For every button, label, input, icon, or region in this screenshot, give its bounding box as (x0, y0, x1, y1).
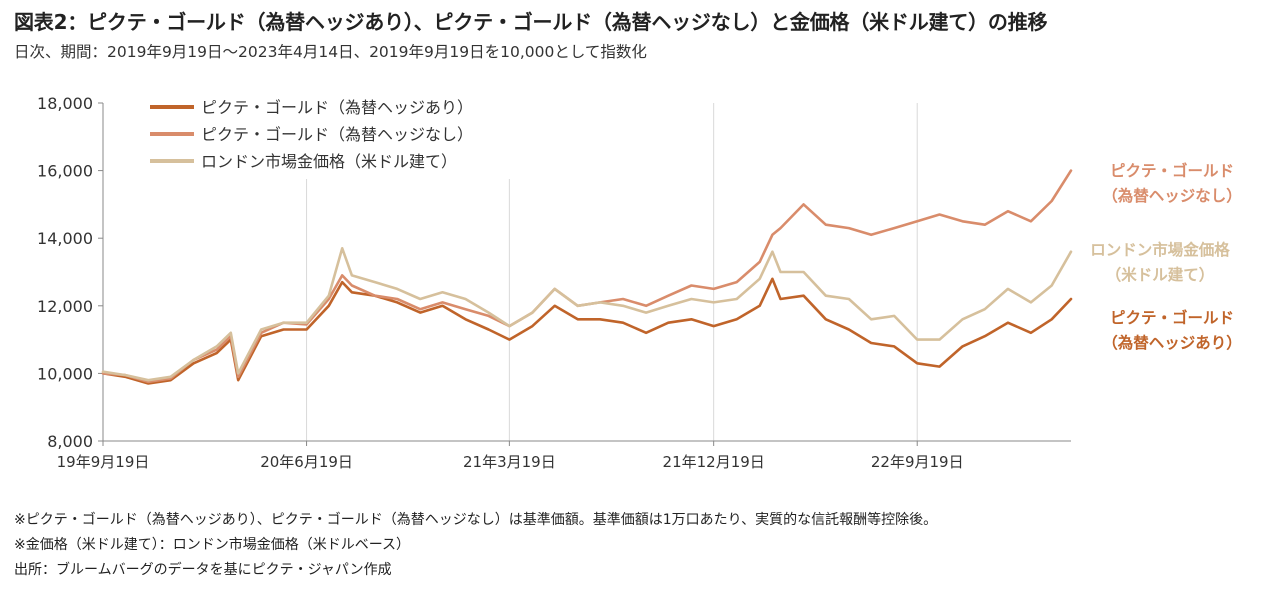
x-tick-label: 20年6月19日 (260, 453, 353, 471)
y-tick-label: 8,000 (47, 432, 93, 451)
series-line-unhedged (101, 169, 1073, 384)
footnotes: ※ピクテ・ゴールド（為替ヘッジあり）、ピクテ・ゴールド（為替ヘッジなし）は基準価… (14, 508, 937, 583)
x-tick-label: 21年3月19日 (463, 453, 556, 471)
legend-label-hedged: ピクテ・ゴールド（為替ヘッジあり） (201, 98, 473, 117)
legend-label-unhedged: ピクテ・ゴールド（為替ヘッジなし） (201, 125, 473, 144)
legend-background (142, 94, 517, 179)
legend-label-gold-price: ロンドン市場金価格（米ドル建て） (201, 152, 457, 171)
x-tick-label: 21年12月19日 (663, 453, 765, 471)
gold-price-line-chart: 19年9月19日 20年6月19日 21年3月19日 21年12月19日 22年9月19… (37, 94, 1242, 471)
end-label-unhedged: （為替ヘッジなし） (1102, 186, 1242, 205)
end-label-unhedged: ピクテ・ゴールド (1110, 161, 1234, 180)
y-tick-label: 12,000 (37, 297, 93, 316)
end-label-hedged: （為替ヘッジあり） (1102, 333, 1242, 352)
x-tick-label: 19年9月19日 (57, 453, 150, 471)
chart-title: 図表2：ピクテ・ゴールド（為替ヘッジあり）、ピクテ・ゴールド（為替ヘッジなし）と… (14, 10, 1048, 34)
y-tick-label: 18,000 (37, 94, 93, 113)
y-tick-label: 16,000 (37, 162, 93, 181)
y-tick-label: 14,000 (37, 229, 93, 248)
end-label-gold-price: （米ドル建て） (1106, 265, 1215, 284)
footnote-nav: ※ピクテ・ゴールド（為替ヘッジあり）、ピクテ・ゴールド（為替ヘッジなし）は基準価… (14, 512, 938, 528)
chart-subtitle: 日次、期間：2019年9月19日～2023年4月14日、2019年9月19日を1… (14, 43, 647, 61)
end-label-gold-price: ロンドン市場金価格 (1090, 240, 1230, 259)
footnote-gold-price: ※金価格（米ドル建て）：ロンドン市場金価格（米ドルベース） (14, 537, 411, 553)
series-line-gold-price (101, 247, 1073, 382)
end-label-hedged: ピクテ・ゴールド (1110, 308, 1234, 327)
series-line-hedged (101, 277, 1073, 385)
y-tick-label: 10,000 (37, 364, 93, 383)
x-tick-label: 22年9月19日 (871, 453, 964, 471)
footnote-source: 出所：ブルームバーグのデータを基にピクテ・ジャパン作成 (14, 562, 392, 578)
